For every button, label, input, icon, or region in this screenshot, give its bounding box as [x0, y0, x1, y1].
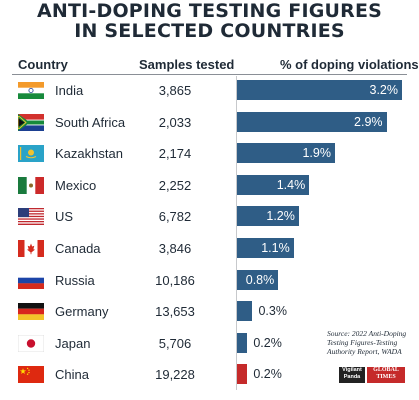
- bar: [237, 174, 310, 195]
- country-name: Russia: [55, 272, 95, 288]
- samples-tested-value: 19,228: [155, 367, 195, 383]
- chart-title-line-1: ANTI-DOPING TESTING FIGURES: [36, 0, 383, 22]
- bar-value-label: 2.9%: [354, 114, 383, 129]
- bar-value-label: 1.2%: [266, 209, 295, 224]
- table-row: Japan 5,706 0.2%: [0, 329, 419, 361]
- column-header-samples: Samples tested: [139, 57, 235, 72]
- table-row: Kazakhstan 2,174 1.9%: [0, 139, 419, 171]
- country-name: Germany: [55, 304, 109, 320]
- country-name: Kazakhstan: [55, 146, 123, 162]
- bar-value-label: 0.8%: [245, 272, 275, 287]
- bar: [237, 364, 248, 385]
- mexico-flag-icon: [18, 176, 44, 194]
- chart-title-line-2: IN SELECTED COUNTRIES: [74, 20, 345, 42]
- vigilant-panda-logo-text: Vigilant Panda: [342, 367, 362, 380]
- bar-value-label: 0.3%: [258, 304, 287, 319]
- column-header-doping-pct: % of doping violations: [280, 57, 419, 72]
- bar: [237, 269, 279, 290]
- bar: [237, 332, 248, 353]
- russia-flag-icon: [18, 271, 44, 289]
- china-flag-icon: [18, 366, 44, 384]
- header-divider: [12, 74, 407, 75]
- country-name: India: [55, 83, 84, 98]
- bar: [237, 80, 402, 100]
- country-name: Mexico: [55, 177, 97, 193]
- india-flag-icon: [18, 82, 44, 99]
- samples-tested-value: 6,782: [158, 209, 192, 225]
- bar-value-label: 1.9%: [302, 146, 331, 161]
- source-note: Source: 2022 Anti-Doping Testing Figures…: [327, 329, 407, 356]
- bar: [237, 143, 335, 164]
- bar-axis-line: [236, 76, 237, 390]
- table-row: Canada 3,846 1.1%: [0, 234, 419, 266]
- samples-tested-value: 10,186: [155, 272, 195, 288]
- bar: [237, 111, 387, 132]
- canada-flag-icon: [18, 240, 44, 257]
- table-row: China 19,228 0.2%: [0, 360, 419, 392]
- table-row: South Africa 2,033 2.9%: [0, 108, 419, 140]
- table-row: Russia 10,186 0.8%: [0, 266, 419, 298]
- column-header-country: Country: [18, 57, 68, 72]
- bar: [237, 206, 299, 227]
- bar: [237, 238, 294, 258]
- samples-tested-value: 5,706: [158, 335, 192, 351]
- table-row: US 6,782 1.2%: [0, 202, 419, 234]
- south-africa-flag-icon: [18, 113, 44, 131]
- country-name: Canada: [55, 241, 101, 256]
- samples-tested-value: 2,174: [158, 146, 192, 162]
- bar-value-label: 1.1%: [261, 241, 290, 255]
- table-row: India 3,865 3.2%: [0, 76, 419, 108]
- country-name: US: [55, 209, 74, 225]
- samples-tested-value: 3,865: [158, 83, 192, 98]
- bar-value-label: 1.4%: [276, 177, 306, 192]
- table-row: Mexico 2,252 1.4%: [0, 171, 419, 203]
- table-row: Germany 13,653 0.3%: [0, 297, 419, 329]
- country-name: Japan: [55, 335, 91, 351]
- kazakhstan-flag-icon: [18, 145, 44, 163]
- samples-tested-value: 2,033: [158, 114, 192, 130]
- germany-flag-icon: [18, 303, 44, 321]
- japan-flag-icon: [18, 334, 44, 352]
- samples-tested-value: 13,653: [155, 304, 195, 320]
- bar: [237, 301, 253, 322]
- bar-value-label: 0.2%: [253, 367, 282, 382]
- vigilant-panda-logo: Vigilant Panda: [339, 367, 365, 383]
- samples-tested-value: 2,252: [158, 177, 192, 193]
- country-name: China: [55, 367, 89, 383]
- bar-value-label: 0.2%: [253, 335, 282, 350]
- global-times-logo-text: GLOBAL TIMES: [373, 367, 399, 380]
- bar-value-label: 3.2%: [369, 83, 399, 97]
- global-times-logo: GLOBAL TIMES: [367, 367, 405, 383]
- us-flag-icon: [18, 208, 44, 226]
- country-name: South Africa: [55, 114, 126, 130]
- samples-tested-value: 3,846: [158, 241, 192, 256]
